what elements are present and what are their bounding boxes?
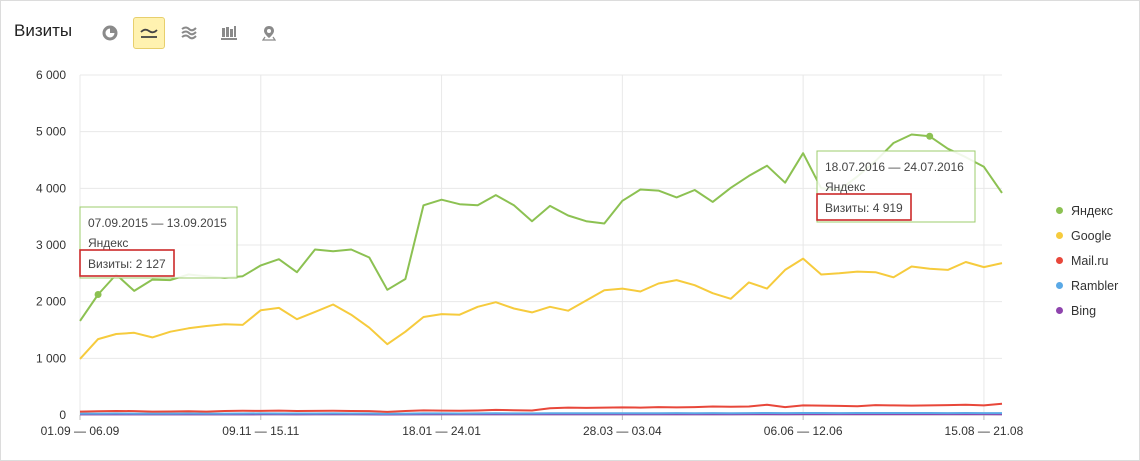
map-pin-icon [262,26,276,41]
tooltip-period: 07.09.2015 — 13.09.2015 [88,216,227,230]
y-tick-label: 2 000 [36,295,66,309]
x-tick-label: 15.08 — 21.08 [945,424,1024,438]
line-chart-button[interactable] [133,17,165,49]
bar-chart-button[interactable] [213,17,245,49]
stacked-area-button[interactable] [173,17,205,49]
legend-swatch [1056,232,1063,239]
tooltip-highlight [79,249,175,277]
legend-label: Google [1071,228,1112,243]
pie-chart-button[interactable] [94,17,126,49]
stacked-area-icon [181,26,197,40]
legend-item[interactable]: Google [1056,223,1118,248]
map-button[interactable] [253,17,285,49]
x-tick-label: 28.03 — 03.04 [583,424,662,438]
legend-item[interactable]: Яндекс [1056,198,1118,223]
widget-title: Визиты [14,21,73,40]
y-tick-label: 6 000 [36,68,66,82]
x-tick-label: 01.09 — 06.09 [41,424,120,438]
legend-item[interactable]: Bing [1056,298,1118,323]
y-tick-label: 3 000 [36,238,66,252]
series-line-1 [79,257,1003,360]
series-line-3 [80,412,1002,415]
y-tick-label: 0 [59,408,66,422]
legend-item[interactable]: Rambler [1056,273,1118,298]
x-tick-label: 06.06 — 12.06 [764,424,843,438]
tooltip-highlight [816,193,912,221]
tooltip-source: Яндекс [88,236,128,250]
pie-chart-icon [102,25,118,41]
tooltip-box [79,206,238,279]
x-tick-label: 09.11 — 15.11 [222,424,299,438]
line-chart-icon [140,28,158,38]
tooltip-box [816,150,976,223]
legend-label: Rambler [1071,278,1119,293]
legend-item[interactable]: Mail.ru [1056,248,1118,273]
x-tick-label: 18.01 — 24.01 [402,424,481,438]
legend-label: Bing [1071,303,1097,318]
y-tick-label: 5 000 [36,125,66,139]
legend-swatch [1056,257,1063,264]
tooltip-value: Визиты: 4 919 [825,201,903,215]
bar-chart-icon [221,26,237,40]
legend-swatch [1056,207,1063,214]
y-tick-label: 1 000 [36,351,66,365]
highlight-point [926,132,934,140]
chart-legend: Яндекс Google Mail.ru Rambler Bing [1056,198,1118,323]
highlight-point [94,290,102,298]
legend-swatch [1056,307,1063,314]
legend-label: Яндекс [1071,203,1114,218]
series-line-2 [79,402,1003,413]
tooltip-value: Визиты: 2 127 [88,257,166,271]
y-tick-label: 4 000 [36,181,66,195]
tooltip-period: 18.07.2016 — 24.07.2016 [825,160,964,174]
tooltip-source: Яндекс [825,180,865,194]
legend-swatch [1056,282,1063,289]
legend-label: Mail.ru [1071,253,1109,268]
